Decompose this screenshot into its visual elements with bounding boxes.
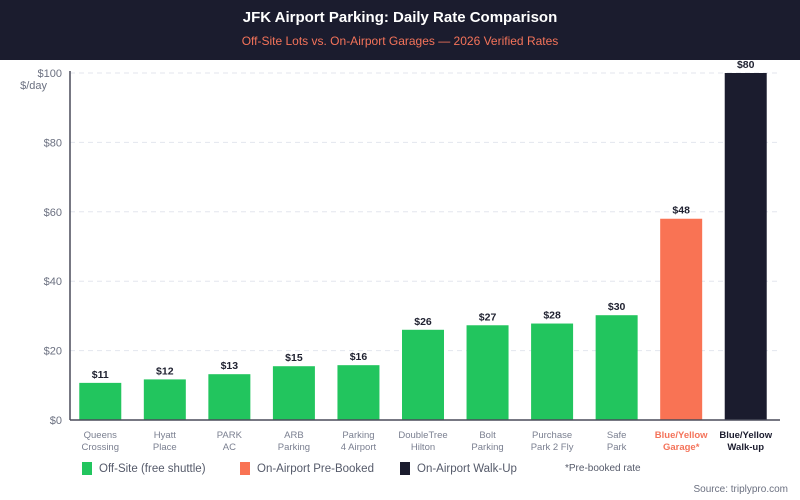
x-tick-label: Garage* xyxy=(663,442,700,453)
data-label: $48 xyxy=(672,205,690,217)
legend-label: On-Airport Pre-Booked xyxy=(257,462,374,475)
y-tick-label: $80 xyxy=(44,137,62,149)
x-tick-label: 4 Airport xyxy=(341,442,377,453)
x-tick-label: Blue/Yellow xyxy=(719,430,772,441)
legend-item-prebooked: On-Airport Pre-Booked xyxy=(240,462,374,475)
x-tick-label: Parking xyxy=(471,442,503,453)
legend-swatch-prebooked xyxy=(240,462,250,475)
data-label: $28 xyxy=(543,310,561,322)
y-tick-label: $40 xyxy=(44,276,62,288)
data-label: $27 xyxy=(479,311,497,323)
chart-title: JFK Airport Parking: Daily Rate Comparis… xyxy=(242,9,558,26)
x-tick-label: PARK xyxy=(217,430,243,441)
bar xyxy=(79,382,122,420)
legend-item-walkup: On-Airport Walk-Up xyxy=(400,462,517,475)
x-tick-label: Crossing xyxy=(82,442,120,453)
legend-item-offsite: Off-Site (free shuttle) xyxy=(82,462,206,475)
chart-subtitle: Off-Site Lots vs. On-Airport Garages — 2… xyxy=(241,34,559,48)
bar xyxy=(595,315,638,420)
data-label: $16 xyxy=(350,351,368,363)
data-label: $26 xyxy=(414,316,432,328)
data-label: $11 xyxy=(92,369,109,381)
x-tick-label: Queens xyxy=(84,430,118,441)
x-tick-label: ARB xyxy=(284,430,304,441)
x-tick-label: Bolt xyxy=(479,430,496,441)
legend-swatch-walkup xyxy=(400,462,410,475)
x-tick-label: Hyatt xyxy=(154,430,177,441)
y-tick-label: $60 xyxy=(44,207,62,219)
data-label: $15 xyxy=(285,352,303,364)
data-label: $12 xyxy=(156,365,174,377)
footnote: *Pre-booked rate xyxy=(565,463,641,474)
legend-label: Off-Site (free shuttle) xyxy=(99,462,206,475)
y-tick-label: $0 xyxy=(50,415,62,427)
x-tick-label: AC xyxy=(223,442,236,453)
bar xyxy=(402,329,444,420)
y-tick-label: $20 xyxy=(44,346,62,358)
legend-swatch-offsite xyxy=(82,462,92,475)
x-axis: QueensCrossingHyattPlacePARKACARBParking… xyxy=(70,419,780,453)
bars xyxy=(79,73,767,420)
bar xyxy=(724,73,767,420)
bar xyxy=(660,218,703,420)
x-tick-label: DoubleTree xyxy=(398,430,447,441)
x-tick-label: Walk-up xyxy=(727,442,764,453)
bar xyxy=(466,325,509,420)
bar xyxy=(337,365,380,420)
x-tick-label: Parking xyxy=(278,442,310,453)
x-tick-label: Park 2 Fly xyxy=(531,442,574,453)
y-axis-label: $/day xyxy=(20,80,47,92)
x-tick-label: Hilton xyxy=(411,442,435,453)
bar xyxy=(272,366,315,420)
legend-label: On-Airport Walk-Up xyxy=(417,462,517,475)
bar xyxy=(531,323,574,420)
y-tick-label: $100 xyxy=(38,68,62,80)
bar xyxy=(143,379,186,420)
data-label: $13 xyxy=(221,360,239,372)
y-axis: $0 $20 $40 $60 $80 $100$/day xyxy=(20,68,71,427)
x-tick-label: Purchase xyxy=(532,430,572,441)
data-label: $30 xyxy=(608,301,626,313)
x-tick-label: Blue/Yellow xyxy=(655,430,708,441)
x-tick-label: Park xyxy=(607,442,627,453)
x-tick-label: Safe xyxy=(607,430,627,441)
data-labels: $11 $12 $13 $15 $16 $26 $27 $28 $30 $48 $80 xyxy=(92,59,755,381)
bar xyxy=(208,374,251,420)
chart-header: JFK Airport Parking: Daily Rate Comparis… xyxy=(0,0,800,60)
x-tick-label: Place xyxy=(153,442,177,453)
source-credit: Source: triplypro.com xyxy=(693,484,788,495)
x-tick-label: Parking xyxy=(342,430,374,441)
data-label: $80 xyxy=(737,59,755,71)
legend: Off-Site (free shuttle) On-Airport Pre-B… xyxy=(0,462,800,478)
